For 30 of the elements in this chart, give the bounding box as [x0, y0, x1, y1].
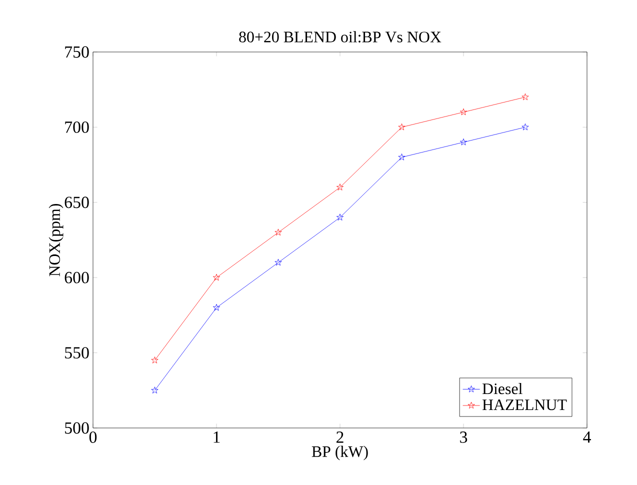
point	[274, 228, 282, 236]
point	[151, 386, 158, 394]
point	[460, 108, 468, 116]
y-tick-label: 600	[64, 272, 89, 284]
point	[522, 123, 529, 130]
point	[522, 93, 529, 100]
x-tick-label: 1	[214, 432, 220, 443]
x-tick-label: 0	[89, 432, 97, 443]
point	[212, 274, 220, 281]
y-tick-label: 700	[65, 121, 89, 133]
point	[151, 356, 158, 364]
y-axis-title: NOX(ppm)	[48, 204, 64, 276]
point	[398, 123, 406, 130]
y-tick-label: 650	[64, 196, 89, 208]
point	[460, 138, 468, 146]
x-tick-label: 3	[460, 432, 468, 443]
point	[336, 184, 344, 190]
x-tick-label: 4	[583, 432, 591, 443]
y-tick-label: 750	[65, 46, 89, 58]
x-tick-label: 2	[336, 432, 344, 443]
chart-title: 80+20 BLEND oil:BP Vs NOX	[239, 31, 442, 42]
y-tick-label: 550	[65, 347, 89, 359]
x-axis-title: BP (kW)	[312, 446, 368, 460]
y-tick-label: 500	[65, 422, 89, 434]
point	[274, 258, 282, 266]
legend-label: HAZELNUT	[482, 400, 567, 410]
point	[212, 304, 220, 311]
legend-label: Diesel	[482, 382, 522, 394]
point	[398, 154, 406, 160]
point	[336, 214, 344, 220]
